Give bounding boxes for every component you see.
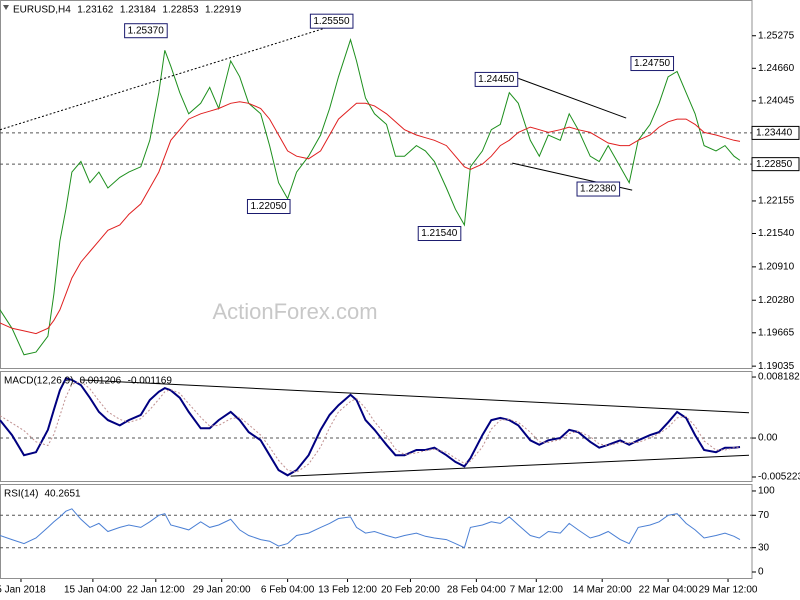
x-tick-label: 15 Jan 04:00 [64,585,122,596]
readout-value: -0.001169 [128,376,173,387]
trendline [518,77,627,119]
y-tick-label: 0.00 [758,433,778,444]
x-tick-label: 22 Mar 04:00 [639,585,698,596]
annotation-box [417,226,462,242]
x-tick-label: 29 Mar 12:00 [699,585,758,596]
price-annotation: 1.22050 [250,201,287,212]
trendline [0,19,351,131]
y-tick-label: 1.21540 [758,228,795,239]
annotation-box [474,71,519,87]
x-tick-label: 29 Jan 20:00 [193,585,251,596]
panel-label: RSI(14) [4,489,38,500]
x-tick-label: 5 Jan 2018 [0,585,46,596]
x-tick-label: 6 Feb 04:00 [261,585,315,596]
panel-frame [0,484,753,579]
trendline [290,454,750,477]
y-tick-label: 1.24045 [758,96,795,107]
x-tick-label: 20 Feb 20:00 [381,585,440,596]
annotation-box [630,56,675,72]
level-box [751,157,800,172]
readout-value: 0.001206 [79,376,121,387]
y-tick-label: 1.24660 [758,63,795,74]
trendline [80,379,750,414]
x-tick-label: 7 Mar 12:00 [510,585,564,596]
y-tick-label: 1.25275 [758,30,795,41]
x-tick-label: 28 Feb 04:00 [447,585,506,596]
y-tick-label: -0.005223 [758,472,800,483]
panel-frame [0,0,753,369]
y-tick-label: 1.20910 [758,262,795,273]
series-line [0,101,741,335]
y-tick-label: 0 [758,567,764,578]
y-tick-label: 30 [758,542,770,553]
series-line [0,37,741,356]
panel-frame [0,371,753,482]
price-annotation: 1.22380 [580,184,617,195]
readout-value: 40.2651 [44,489,81,500]
price-annotation: 1.24750 [634,58,671,69]
x-tick-label: 22 Jan 12:00 [127,585,185,596]
y-tick-label: 1.20280 [758,295,795,306]
panel-label: MACD(12,26,9) [4,376,73,387]
panel-label: EURUSD,H4 [13,5,71,16]
y-tick-label: 1.19035 [758,361,795,372]
symbol-icon [3,5,9,10]
x-tick-label: 13 Feb 12:00 [318,585,377,596]
y-tick-label: 100 [758,486,775,497]
series-line [0,380,741,473]
readout-value: 1.22853 [162,5,199,16]
level-box [751,125,800,140]
price-annotation: 1.25370 [128,25,165,36]
level-label: 1.22850 [756,159,793,170]
annotation-box [576,181,621,197]
annotation-box [309,13,354,29]
y-tick-label: 0.008182 [758,372,800,383]
price-annotation: 1.25550 [313,16,350,27]
series-line [0,508,741,549]
annotation-box [124,23,168,39]
readout-value: 1.23184 [120,5,157,16]
series-line [0,377,741,477]
price-annotation: 1.21540 [421,228,458,239]
readout-value: 1.22919 [205,5,242,16]
y-tick-label: 70 [758,510,770,521]
y-tick-label: 1.19665 [758,327,795,338]
watermark: ActionForex.com [212,299,377,324]
x-tick-label: 14 Mar 20:00 [573,585,632,596]
annotation-box [246,199,291,215]
price-annotation: 1.24450 [478,74,515,85]
y-tick-label: 1.22155 [758,196,795,207]
level-label: 1.23440 [756,128,793,139]
readout-value: 1.23162 [77,5,114,16]
